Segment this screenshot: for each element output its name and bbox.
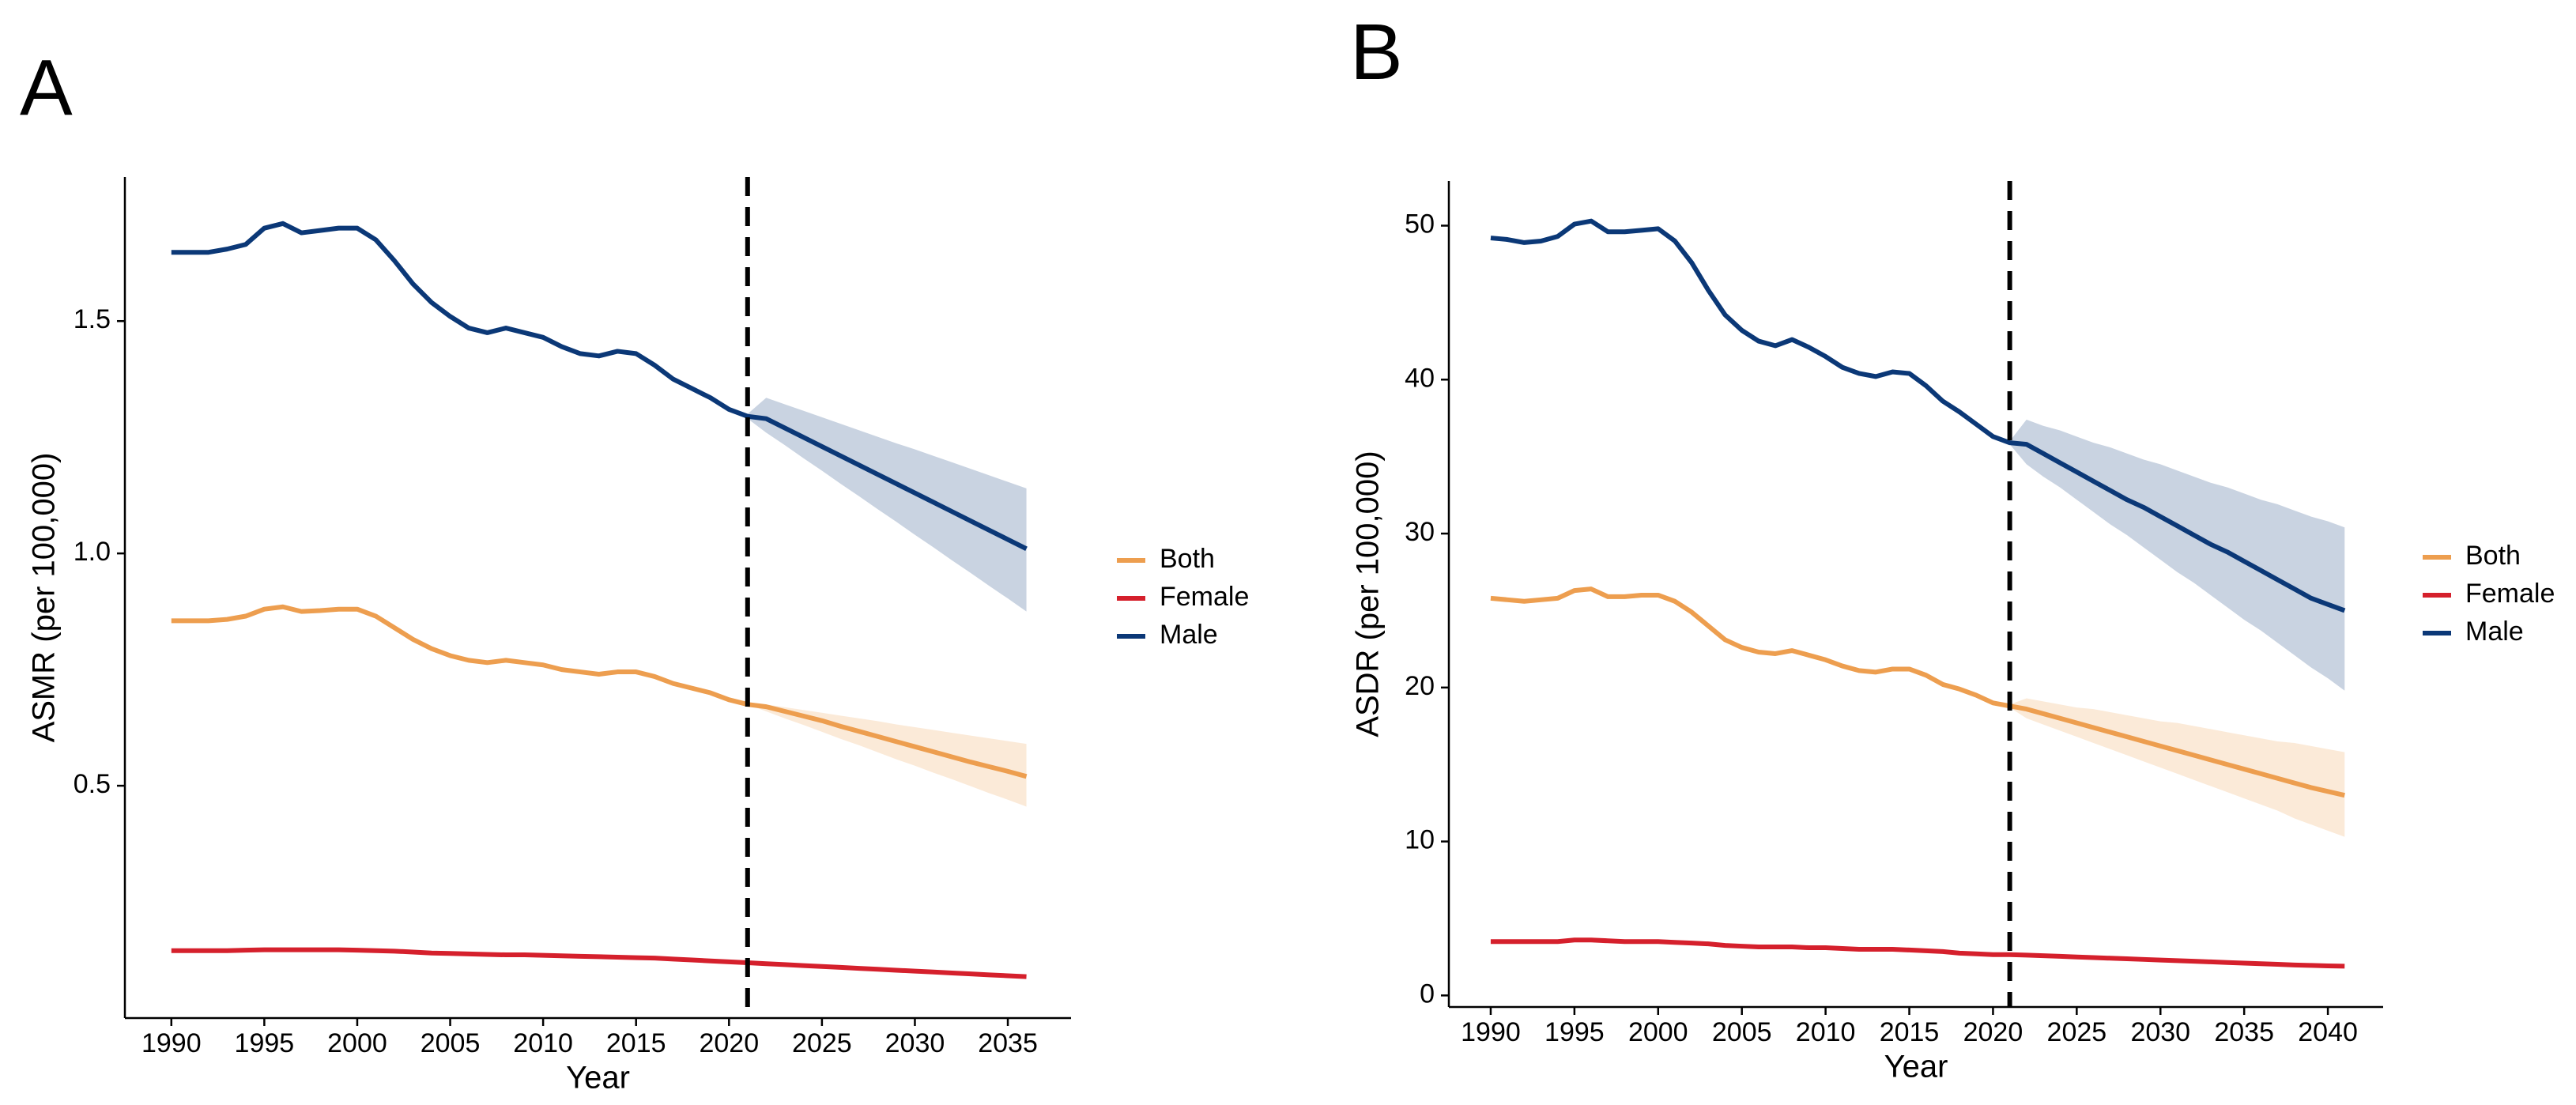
legend-label: Both: [2465, 541, 2521, 571]
y-axis-title: ASMR (per 100,000): [27, 453, 62, 743]
y-tick-label: 10: [1405, 825, 1435, 855]
x-tick-label: 1995: [1544, 1017, 1605, 1047]
x-tick-label: 1990: [141, 1028, 202, 1058]
y-tick-label: 1.5: [74, 304, 111, 334]
x-tick-label: 2000: [327, 1028, 387, 1058]
confidence-band: [747, 398, 1027, 612]
x-tick-label: 2030: [885, 1028, 945, 1058]
x-tick-label: 1990: [1461, 1017, 1521, 1047]
y-axis-title: ASDR (per 100,000): [1351, 451, 1386, 737]
x-tick-label: 1995: [235, 1028, 295, 1058]
x-tick-label: 2010: [513, 1028, 573, 1058]
x-tick-label: 2040: [2298, 1017, 2358, 1047]
legend-label: Female: [1160, 582, 1249, 612]
x-tick-label: 2015: [606, 1028, 666, 1058]
x-tick-label: 2005: [421, 1028, 481, 1058]
series-line: [171, 604, 1028, 779]
x-axis-title: Year: [566, 1061, 630, 1096]
confidence-band: [2009, 419, 2345, 691]
legend-label: Both: [1160, 544, 1215, 574]
y-tick-label: 40: [1405, 363, 1435, 393]
x-tick-label: 2020: [699, 1028, 759, 1058]
series-line: [1490, 937, 2345, 969]
series-line: [171, 221, 1028, 551]
x-tick-label: 2020: [1963, 1017, 2023, 1047]
legend-label: Female: [2465, 579, 2555, 609]
x-tick-label: 2015: [1880, 1017, 1940, 1047]
x-tick-label: 2005: [1712, 1017, 1772, 1047]
legend-label: Male: [2465, 617, 2524, 647]
y-tick-label: 20: [1405, 671, 1435, 701]
panel-label: B: [1350, 8, 1403, 96]
x-tick-label: 2025: [792, 1028, 852, 1058]
x-tick-label: 2035: [978, 1028, 1038, 1058]
confidence-band: [747, 704, 1027, 807]
x-tick-label: 2010: [1796, 1017, 1856, 1047]
series-line: [1490, 218, 2346, 613]
x-tick-label: 2025: [2047, 1017, 2107, 1047]
y-tick-label: 50: [1405, 209, 1435, 239]
x-axis-title: Year: [1884, 1050, 1948, 1084]
x-tick-label: 2035: [2214, 1017, 2274, 1047]
legend-label: Male: [1160, 620, 1218, 650]
y-tick-label: 0.5: [74, 769, 111, 799]
y-tick-label: 0: [1420, 979, 1435, 1009]
confidence-band: [2009, 698, 2345, 837]
x-tick-label: 2030: [2130, 1017, 2190, 1047]
x-tick-label: 2000: [1628, 1017, 1688, 1047]
series-line: [171, 947, 1027, 979]
y-tick-label: 30: [1405, 517, 1435, 547]
panel-label: A: [20, 43, 73, 132]
y-tick-label: 1.0: [74, 537, 111, 567]
series-line: [1490, 586, 2345, 798]
